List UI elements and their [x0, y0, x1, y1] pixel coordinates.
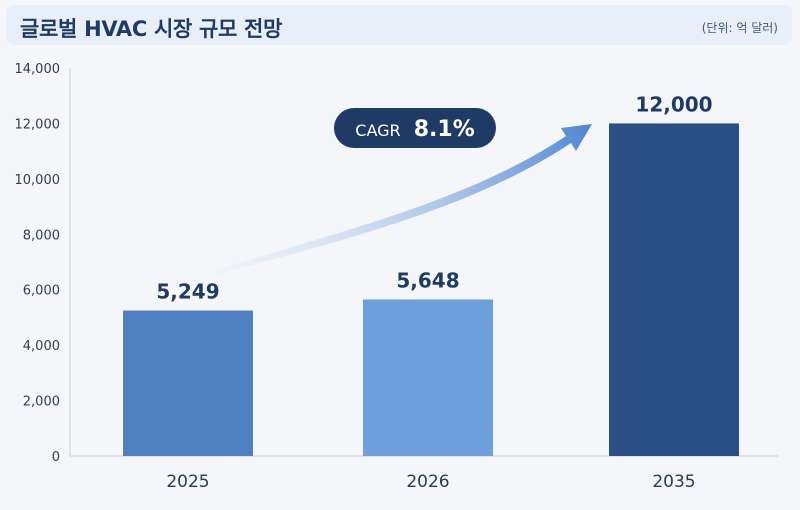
x-tick-label-2035: 2035 [652, 472, 695, 492]
cagr-badge: CAGR 8.1% [334, 108, 496, 148]
y-tick-label: 6,000 [23, 284, 60, 299]
cagr-label: CAGR [355, 121, 400, 140]
y-tick-label: 8,000 [23, 228, 60, 243]
growth-arrow [215, 124, 592, 274]
y-tick-label: 4,000 [23, 339, 60, 354]
y-tick-label: 12,000 [15, 117, 61, 132]
value-label-2025: 5,249 [156, 280, 219, 304]
x-tick-label-2025: 2025 [166, 472, 209, 492]
cagr-badge-pill [334, 108, 496, 148]
y-tick-label: 0 [52, 450, 60, 465]
y-tick-label: 2,000 [23, 395, 60, 410]
cagr-value: 8.1% [414, 117, 475, 142]
unit-note: (단위: 억 달러) [701, 21, 778, 35]
y-axis: 0 2,000 4,000 6,000 8,000 10,000 12,000 14,000 [15, 62, 61, 465]
value-label-2035: 12,000 [635, 92, 712, 116]
bar-2026 [363, 299, 493, 456]
value-label-2026: 5,648 [396, 268, 459, 292]
x-tick-label-2026: 2026 [406, 472, 449, 492]
chart-header: 글로벌 HVAC 시장 규모 전망 (단위: 억 달러) [6, 5, 792, 45]
svg-text:CAGR 8.1%: CAGR 8.1% [355, 117, 474, 142]
bars: 5,249 2025 5,648 2026 12,000 2035 [123, 92, 739, 492]
chart-title: 글로벌 HVAC 시장 규모 전망 [20, 17, 283, 41]
y-tick-label: 10,000 [15, 173, 61, 188]
bar-2035 [609, 123, 739, 456]
bar-2025 [123, 310, 253, 456]
y-tick-label: 14,000 [15, 62, 61, 77]
